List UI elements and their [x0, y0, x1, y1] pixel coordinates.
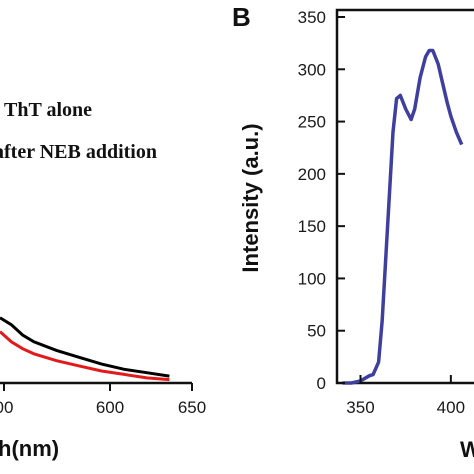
panel-b-x-ticks: 350 400	[346, 375, 465, 417]
panel-b-y-ticks: 0 50 100 150 200 250 300 350	[298, 8, 345, 393]
panel-a-x-ticks: 00 600 650	[0, 383, 206, 417]
panel-b-series	[342, 48, 464, 385]
legend-item-tht-alone: ThT alone	[4, 99, 92, 121]
panel-a: 00 600 650 h(nm) ThT alone after NEB addit…	[0, 99, 206, 461]
panel-a-x-axis-title: h(nm)	[0, 436, 59, 461]
panel-a-x-tick-label: 00	[0, 398, 13, 417]
panel-a-series-line-1	[0, 316, 170, 378]
panel-a-series	[0, 316, 170, 382]
panel-b-x-axis-title: W	[460, 437, 474, 462]
panel-b: B 0 50 100 150 200 250 300 350 350 400 Intensity…	[232, 2, 474, 462]
panel-b-frame	[335, 8, 474, 385]
legend-item-neb-addition: after NEB addition	[0, 141, 157, 163]
panel-b-y-tick-label: 100	[298, 269, 326, 288]
panel-b-y-tick-label: 0	[317, 374, 326, 393]
panel-a-legend: ThT alone after NEB addition	[0, 99, 157, 163]
panel-b-x-tick-label: 350	[346, 398, 374, 417]
panel-b-y-tick-label: 200	[298, 165, 326, 184]
panel-b-y-axis-title: Intensity (a.u.)	[238, 123, 263, 272]
panel-b-y-tick-label: 350	[298, 8, 326, 27]
panel-b-y-tick-label: 50	[307, 322, 326, 341]
panel-b-spectrum-line	[342, 48, 464, 385]
panel-letter-b: B	[232, 2, 251, 32]
panel-b-y-tick-label: 250	[298, 113, 326, 132]
panel-b-y-tick-label: 150	[298, 217, 326, 236]
panel-a-x-tick-label: 600	[96, 398, 124, 417]
panel-b-y-tick-label: 300	[298, 60, 326, 79]
panel-a-x-tick-label: 650	[178, 398, 206, 417]
panel-a-series-line-2	[0, 330, 170, 382]
panel-b-x-tick-label: 400	[437, 398, 465, 417]
